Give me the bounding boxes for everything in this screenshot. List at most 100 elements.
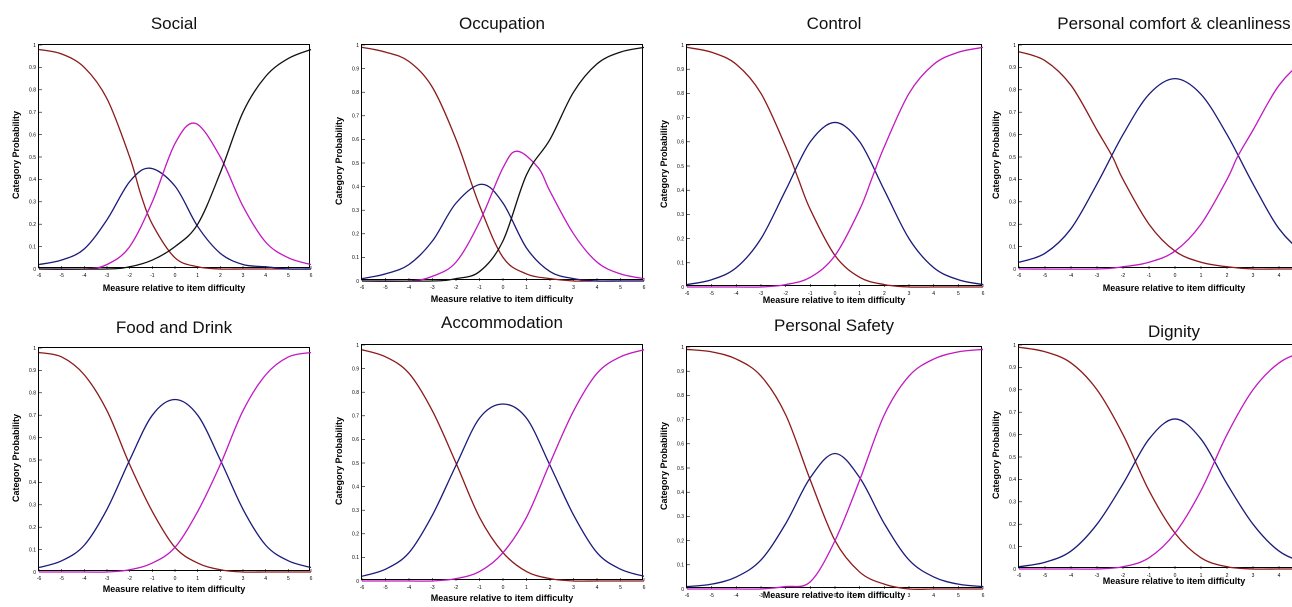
- x-tick-label: -5: [1043, 273, 1048, 279]
- x-axis-label: Measure relative to item difficulty: [762, 295, 906, 305]
- x-tick-label: -2: [454, 285, 459, 291]
- y-tick-label: 0.6: [677, 442, 684, 448]
- x-tick-label: 0: [1174, 573, 1177, 579]
- x-tick-label: 2: [219, 273, 222, 279]
- y-tick-label: 1: [1013, 43, 1016, 49]
- x-tick-label: -1: [808, 291, 813, 297]
- y-tick-label: 0.9: [352, 366, 359, 372]
- y-tick-label: 0.6: [677, 140, 684, 146]
- x-tick-label: 2: [549, 285, 552, 291]
- chart-title: Occupation: [459, 14, 545, 33]
- y-tick-label: 0.4: [1009, 177, 1016, 183]
- x-tick-label: 5: [287, 576, 290, 582]
- y-axis-label: Category Probability: [334, 116, 344, 206]
- y-tick-label: 1: [681, 345, 684, 351]
- chart-panel-4: Personal comfort & cleanliness 0 0.1 0.2 0.3…: [980, 0, 1292, 297]
- y-tick-label: 0.5: [29, 458, 36, 464]
- y-axis-label: Category Probability: [991, 110, 1001, 200]
- y-tick-label: 0.9: [29, 65, 36, 71]
- series-line-3: [38, 122, 312, 270]
- x-tick-label: -6: [360, 285, 365, 291]
- x-tick-label: 3: [1252, 573, 1255, 579]
- x-tick-label: -1: [150, 273, 155, 279]
- plot-area: 0 0.1 0.2 0.3 0.4 0.5 0.6 0.7 0.8 0.9 1 -6 -5 -4 -3 -2 -…: [352, 43, 646, 291]
- plot-area: 0 0.1 0.2 0.3 0.4 0.5 0.6 0.7 0.8 0.9 1 -6 -5 -4 -3 -2 -…: [1009, 343, 1292, 579]
- x-tick-label: 4: [932, 291, 935, 297]
- y-tick-label: 0.3: [29, 200, 36, 206]
- y-tick-label: 0.7: [677, 417, 684, 423]
- x-tick-label: 2: [549, 585, 552, 591]
- chart-panel-8: Dignity 0 0.1 0.2 0.3 0.4 0.5 0.6 0.7 0.8 0.9 1 -6 -5…: [980, 322, 1292, 590]
- series-line-1: [1018, 346, 1292, 570]
- x-tick-label: 0: [502, 585, 505, 591]
- chart-panel-5: Food and Drink 0 0.1 0.2 0.3 0.4 0.5 0.6 0.7 0.8 0…: [0, 318, 313, 598]
- plot-svg: 0 0.1 0.2 0.3 0.4 0.5 0.6 0.7 0.8 0.9 1 -6 -5 -4 -3 -2 -…: [352, 343, 646, 591]
- series-line-2: [1018, 77, 1292, 263]
- x-tick-label: -5: [59, 576, 64, 582]
- x-tick-label: 5: [619, 585, 622, 591]
- x-axis-label: Measure relative to item difficulty: [102, 584, 246, 594]
- chart-panel-6: Accommodation 0 0.1 0.2 0.3 0.4 0.5 0.6 0.7 0.8 0.…: [323, 310, 646, 607]
- series-line-2: [1018, 418, 1292, 568]
- x-tick-label: -2: [1121, 273, 1126, 279]
- y-tick-label: 0.5: [1009, 155, 1016, 161]
- y-tick-label: 0: [33, 267, 36, 273]
- x-tick-label: 4: [264, 576, 267, 582]
- x-tick-label: -5: [383, 285, 388, 291]
- series-line-3: [361, 150, 645, 282]
- x-tick-label: -2: [783, 593, 788, 599]
- plot-svg: 0 0.1 0.2 0.3 0.4 0.5 0.6 0.7 0.8 0.9 1 -6 -5 -4 -3 -2 -…: [29, 43, 313, 279]
- y-tick-label: 0.3: [1009, 500, 1016, 506]
- x-tick-label: -4: [407, 585, 412, 591]
- x-tick-label: -4: [82, 273, 87, 279]
- x-tick-label: 1: [196, 273, 199, 279]
- plot-svg: 0 0.1 0.2 0.3 0.4 0.5 0.6 0.7 0.8 0.9 1 -6 -5 -4 -3 -2 -…: [677, 345, 985, 599]
- chart-panel-2: Occupation 0 0.1 0.2 0.3 0.4 0.5 0.6 0.7 0.8 0.9 1 -…: [323, 0, 646, 308]
- y-tick-label: 0.6: [352, 137, 359, 143]
- x-tick-label: 3: [242, 576, 245, 582]
- x-tick-label: 3: [1252, 273, 1255, 279]
- x-tick-label: 5: [287, 273, 290, 279]
- x-tick-label: 0: [834, 291, 837, 297]
- x-tick-label: -4: [82, 576, 87, 582]
- x-tick-label: 2: [883, 291, 886, 297]
- y-tick-label: 0.3: [29, 503, 36, 509]
- x-tick-label: 1: [1200, 273, 1203, 279]
- y-tick-label: 0.8: [677, 91, 684, 97]
- y-tick-label: 0.1: [29, 547, 36, 553]
- series-line-3: [686, 348, 984, 590]
- series-line-2: [38, 167, 312, 270]
- y-tick-label: 0.1: [677, 261, 684, 267]
- x-tick-label: -1: [477, 585, 482, 591]
- x-tick-label: -4: [734, 291, 739, 297]
- series-line-2: [686, 121, 984, 286]
- x-axis-label: Measure relative to item difficulty: [762, 590, 906, 600]
- y-tick-label: 0.5: [1009, 455, 1016, 461]
- x-axis-label: Measure relative to item difficulty: [1102, 576, 1246, 586]
- x-tick-label: -5: [709, 291, 714, 297]
- plot-svg: 0 0.1 0.2 0.3 0.4 0.5 0.6 0.7 0.8 0.9 1 -6 -5 -4 -3 -2 -…: [677, 43, 985, 297]
- y-tick-label: 0.8: [677, 393, 684, 399]
- x-tick-label: -2: [1121, 573, 1126, 579]
- x-tick-label: 2: [1226, 573, 1229, 579]
- x-tick-label: 1: [525, 585, 528, 591]
- y-tick-label: 0.6: [1009, 132, 1016, 138]
- y-tick-label: 0.8: [352, 390, 359, 396]
- x-tick-label: 6: [310, 576, 313, 582]
- x-tick-label: -5: [383, 585, 388, 591]
- y-tick-label: 0.7: [352, 414, 359, 420]
- y-tick-label: 0.9: [1009, 65, 1016, 71]
- x-tick-label: -2: [783, 291, 788, 297]
- y-tick-label: 0.6: [352, 437, 359, 443]
- y-tick-label: 0.5: [29, 155, 36, 161]
- x-tick-label: -4: [1069, 573, 1074, 579]
- y-tick-label: 0.5: [352, 161, 359, 167]
- y-tick-label: 0: [356, 579, 359, 585]
- y-tick-label: 0.2: [1009, 222, 1016, 228]
- y-tick-label: 1: [356, 343, 359, 349]
- x-axis-label: Measure relative to item difficulty: [1102, 283, 1246, 293]
- series-line-1: [1018, 51, 1292, 270]
- series-line-3: [686, 46, 984, 288]
- plot-area: 0 0.1 0.2 0.3 0.4 0.5 0.6 0.7 0.8 0.9 1 -6 -5 -4 -3 -2 -…: [677, 43, 985, 297]
- plot-svg: 0 0.1 0.2 0.3 0.4 0.5 0.6 0.7 0.8 0.9 1 -6 -5 -4 -3 -2 -…: [1009, 43, 1292, 279]
